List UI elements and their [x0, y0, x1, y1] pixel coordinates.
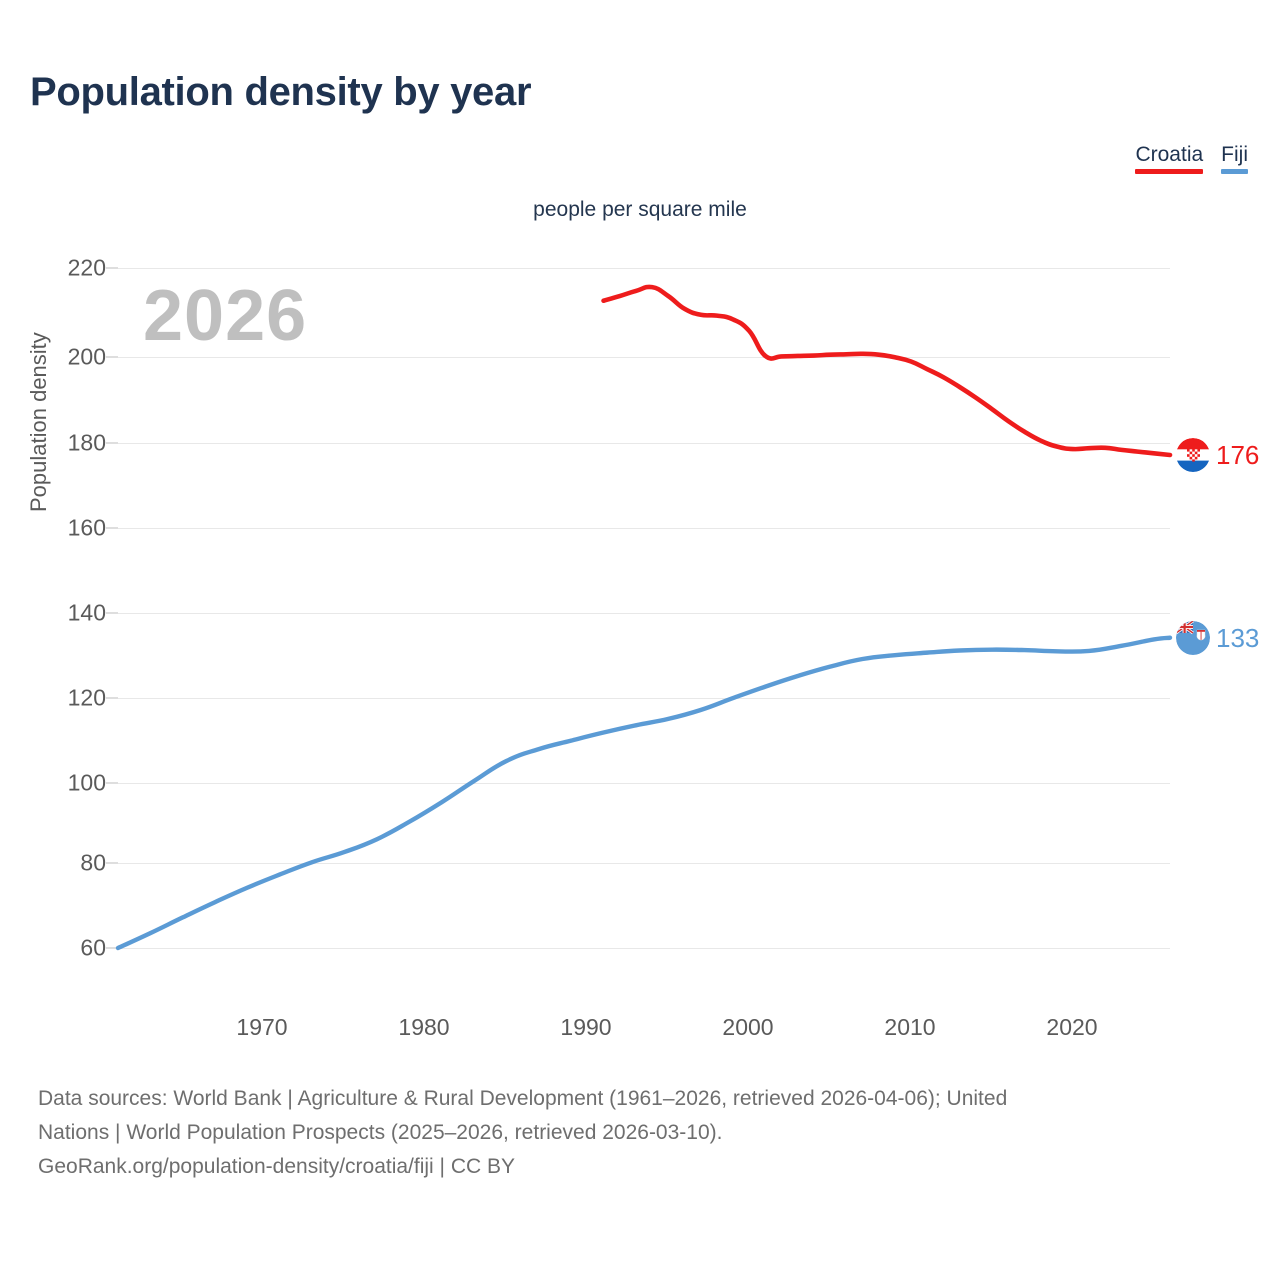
gridline-200 [118, 357, 1170, 358]
fiji-endpoint[interactable]: 133 [1176, 620, 1260, 655]
ytick-dash-220 [106, 267, 118, 269]
croatia-endpoint-value: 176 [1216, 440, 1260, 470]
page-title: Population density by year [30, 70, 532, 114]
legend-item-fiji[interactable]: Fiji [1221, 144, 1248, 174]
ytick-label-200: 200 [67, 343, 106, 370]
gridline-180 [118, 443, 1170, 444]
series-line-croatia [601, 284, 1173, 458]
gridline-100 [118, 783, 1170, 784]
xtick-label-1970: 1970 [236, 1014, 288, 1040]
gridline-120 [118, 698, 1170, 699]
ytick-dash-100 [106, 782, 118, 784]
legend-label-croatia: Croatia [1135, 143, 1204, 166]
ytick-dash-80 [106, 862, 118, 864]
gridline-160 [118, 528, 1170, 529]
legend-rule-croatia [1135, 169, 1204, 174]
ytick-label-140: 140 [67, 599, 106, 626]
series-line-fiji [115, 635, 1173, 951]
xtick-label-2010: 2010 [884, 1014, 936, 1040]
ytick-label-60: 60 [80, 934, 106, 961]
legend-item-croatia[interactable]: Croatia [1135, 143, 1204, 174]
ytick-label-180: 180 [67, 429, 106, 456]
croatia-flag-icon [1176, 438, 1210, 472]
xtick-label-2020: 2020 [1046, 1014, 1098, 1040]
xtick-label-1980: 1980 [398, 1014, 450, 1040]
croatia-endpoint[interactable]: 176 [1176, 438, 1259, 472]
chart-legend: Croatia Fiji [1135, 144, 1248, 174]
footer-line-2: Nations | World Population Prospects (20… [38, 1121, 723, 1144]
gridline-220 [118, 268, 1170, 269]
ytick-label-220: 220 [67, 254, 106, 281]
ytick-dash-160 [106, 527, 118, 529]
ytick-dash-180 [106, 442, 118, 444]
footer-line-1: Data sources: World Bank | Agriculture &… [38, 1087, 1008, 1110]
gridline-140 [118, 613, 1170, 614]
ytick-dash-140 [106, 612, 118, 614]
chart-subtitle: people per square mile [533, 198, 747, 221]
ytick-dash-120 [106, 697, 118, 699]
footer-sources: Data sources: World Bank | Agriculture &… [38, 1082, 1258, 1184]
gridline-60 [118, 948, 1170, 949]
fiji-flag-icon [1176, 620, 1210, 655]
legend-label-fiji: Fiji [1221, 143, 1248, 166]
year-watermark: 2026 [143, 276, 308, 356]
ytick-dash-60 [106, 947, 118, 949]
xtick-label-2000: 2000 [722, 1014, 774, 1040]
fiji-endpoint-value: 133 [1216, 622, 1260, 653]
ytick-label-100: 100 [67, 769, 106, 796]
xtick-label-1990: 1990 [560, 1014, 612, 1040]
footer-line-3: GeoRank.org/population-density/croatia/f… [38, 1155, 516, 1178]
ytick-label-160: 160 [67, 514, 106, 541]
legend-rule-fiji [1221, 169, 1248, 174]
ytick-label-120: 120 [67, 684, 106, 711]
ytick-dash-200 [106, 356, 118, 358]
gridline-80 [118, 863, 1170, 864]
ytick-label-80: 80 [80, 849, 106, 876]
